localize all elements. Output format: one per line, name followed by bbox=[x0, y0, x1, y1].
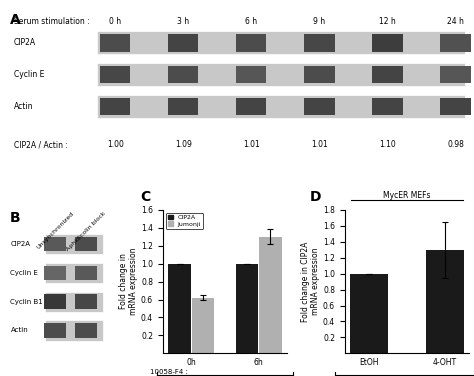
Text: 24 h: 24 h bbox=[447, 17, 464, 26]
Text: CIP2A: CIP2A bbox=[10, 241, 30, 247]
Text: Cyclin B1: Cyclin B1 bbox=[10, 299, 43, 305]
Text: 1.00: 1.00 bbox=[107, 141, 124, 150]
FancyBboxPatch shape bbox=[100, 97, 130, 115]
FancyBboxPatch shape bbox=[236, 34, 266, 52]
FancyBboxPatch shape bbox=[168, 66, 199, 83]
Y-axis label: Fold change in CIP2A
mRNA expression: Fold change in CIP2A mRNA expression bbox=[301, 241, 320, 322]
Text: Serum stimulation :: Serum stimulation : bbox=[14, 17, 90, 26]
Bar bbox=[192, 298, 214, 353]
FancyBboxPatch shape bbox=[45, 263, 103, 283]
FancyBboxPatch shape bbox=[75, 294, 97, 309]
Text: B: B bbox=[9, 211, 20, 225]
FancyBboxPatch shape bbox=[45, 266, 66, 280]
FancyBboxPatch shape bbox=[97, 63, 465, 86]
Y-axis label: Fold change in
mRNA expression: Fold change in mRNA expression bbox=[118, 248, 138, 315]
FancyBboxPatch shape bbox=[100, 34, 130, 52]
Text: 0.98: 0.98 bbox=[447, 141, 464, 150]
FancyBboxPatch shape bbox=[440, 97, 471, 115]
FancyBboxPatch shape bbox=[440, 34, 471, 52]
Text: CIP2A / Actin :: CIP2A / Actin : bbox=[14, 141, 68, 150]
FancyBboxPatch shape bbox=[168, 97, 199, 115]
FancyBboxPatch shape bbox=[97, 95, 465, 118]
FancyBboxPatch shape bbox=[168, 34, 199, 52]
Text: 3 h: 3 h bbox=[177, 17, 189, 26]
FancyBboxPatch shape bbox=[45, 292, 103, 312]
Text: 1.09: 1.09 bbox=[175, 141, 191, 150]
FancyBboxPatch shape bbox=[45, 323, 66, 338]
Text: Unsynchronized: Unsynchronized bbox=[36, 211, 75, 250]
FancyBboxPatch shape bbox=[372, 34, 402, 52]
Text: C: C bbox=[140, 190, 151, 204]
Bar bbox=[259, 237, 282, 353]
Bar bbox=[350, 274, 388, 353]
Text: Actin: Actin bbox=[10, 327, 28, 334]
Text: 12 h: 12 h bbox=[379, 17, 396, 26]
Text: MycER MEFs: MycER MEFs bbox=[383, 191, 431, 200]
Text: Cyclin E: Cyclin E bbox=[10, 270, 38, 276]
Text: A: A bbox=[9, 13, 20, 27]
FancyBboxPatch shape bbox=[304, 66, 335, 83]
FancyBboxPatch shape bbox=[304, 34, 335, 52]
Text: Cyclin E: Cyclin E bbox=[14, 70, 45, 79]
Text: 1.10: 1.10 bbox=[379, 141, 396, 150]
Legend: CIP2A, Jumonji: CIP2A, Jumonji bbox=[166, 213, 203, 229]
FancyBboxPatch shape bbox=[236, 66, 266, 83]
Text: D: D bbox=[310, 190, 321, 204]
Text: CIP2A: CIP2A bbox=[14, 38, 36, 47]
FancyBboxPatch shape bbox=[45, 234, 103, 254]
FancyBboxPatch shape bbox=[75, 237, 97, 252]
Text: 0 h: 0 h bbox=[109, 17, 121, 26]
FancyBboxPatch shape bbox=[440, 66, 471, 83]
FancyBboxPatch shape bbox=[372, 97, 402, 115]
Text: 9 h: 9 h bbox=[313, 17, 326, 26]
FancyBboxPatch shape bbox=[75, 323, 97, 338]
Bar bbox=[236, 264, 258, 353]
Text: 6 h: 6 h bbox=[245, 17, 257, 26]
FancyBboxPatch shape bbox=[45, 294, 66, 309]
FancyBboxPatch shape bbox=[100, 66, 130, 83]
FancyBboxPatch shape bbox=[236, 97, 266, 115]
FancyBboxPatch shape bbox=[304, 97, 335, 115]
FancyBboxPatch shape bbox=[97, 32, 465, 55]
Bar bbox=[168, 264, 191, 353]
FancyBboxPatch shape bbox=[75, 266, 97, 280]
Text: 10058-F4 :: 10058-F4 : bbox=[150, 369, 188, 375]
Text: Aphidicolin block: Aphidicolin block bbox=[65, 211, 107, 252]
Text: 1.01: 1.01 bbox=[243, 141, 260, 150]
FancyBboxPatch shape bbox=[372, 66, 402, 83]
FancyBboxPatch shape bbox=[45, 237, 66, 252]
Text: Actin: Actin bbox=[14, 102, 34, 111]
FancyBboxPatch shape bbox=[45, 320, 103, 341]
Bar bbox=[426, 250, 464, 353]
Text: 1.01: 1.01 bbox=[311, 141, 328, 150]
